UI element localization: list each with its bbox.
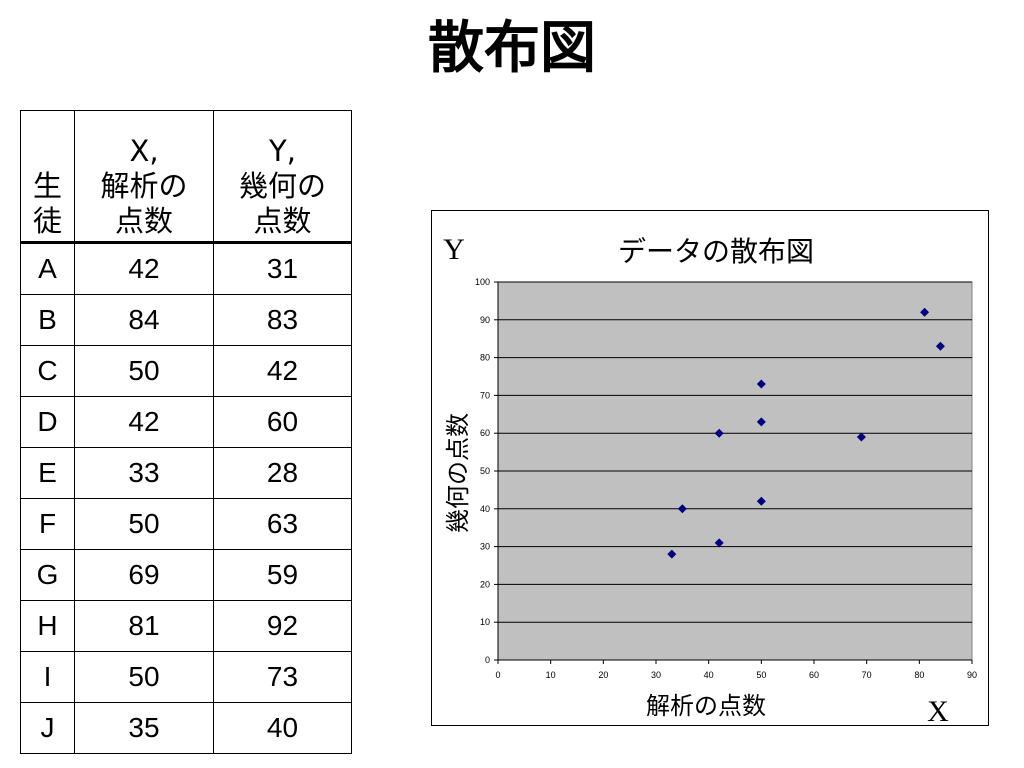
y-tick-label: 100 <box>475 277 490 287</box>
x-tick-label: 70 <box>862 670 872 680</box>
table-row: G 69 59 <box>20 549 352 601</box>
cell-student: E <box>20 447 75 499</box>
cell-student: A <box>20 242 75 295</box>
data-point <box>714 428 724 438</box>
scatter-chart: データの散布図 Y X 解析の点数 幾何の点数 0 10 20 30 40 50 60 70 8… <box>443 233 977 727</box>
header-y-line: Y, <box>269 134 296 168</box>
x-axis-letter: X <box>927 695 949 727</box>
x-tick-label: 0 <box>495 670 500 680</box>
header-x-line: 点数 <box>114 204 173 238</box>
cell-x-score: 84 <box>74 294 214 346</box>
data-point <box>667 549 677 559</box>
cell-y-score: 92 <box>213 600 352 652</box>
cell-x-score: 42 <box>74 396 214 448</box>
cell-y-score: 73 <box>213 651 352 703</box>
table-row: B 84 83 <box>20 294 352 346</box>
cell-y-score: 31 <box>213 242 352 295</box>
data-point <box>756 496 766 506</box>
x-tick-label: 60 <box>809 670 819 680</box>
table-row: A 42 31 <box>20 242 352 295</box>
cell-x-score: 50 <box>74 345 214 397</box>
cell-student: I <box>20 651 75 703</box>
x-tick-label: 80 <box>914 670 924 680</box>
table-row: D 42 60 <box>20 396 352 448</box>
y-tick-label: 70 <box>480 390 490 400</box>
x-tick-label: 30 <box>651 670 661 680</box>
cell-x-score: 50 <box>74 498 214 550</box>
cell-x-score: 42 <box>74 242 214 295</box>
table-row: F 50 63 <box>20 498 352 550</box>
cell-x-score: 81 <box>74 600 214 652</box>
y-tick-label: 50 <box>480 466 490 476</box>
data-point <box>677 504 687 514</box>
cell-y-score: 83 <box>213 294 352 346</box>
header-x-line: X, <box>129 134 159 168</box>
page-title: 散布図 <box>428 16 596 81</box>
cell-x-score: 33 <box>74 447 214 499</box>
y-tick-label: 10 <box>480 617 490 627</box>
x-tick-label: 10 <box>546 670 556 680</box>
x-axis-label: 解析の点数 <box>646 692 766 720</box>
x-tick-label: 20 <box>598 670 608 680</box>
y-tick-label: 20 <box>480 579 490 589</box>
table-header-row: 生 徒 X, 解析の 点数 Y, 幾何の 点数 <box>20 110 352 244</box>
cell-x-score: 69 <box>74 549 214 601</box>
table-row: I 50 73 <box>20 651 352 703</box>
chart-title: データの散布図 <box>618 235 814 268</box>
data-point <box>714 538 724 548</box>
y-tick-label: 40 <box>480 504 490 514</box>
data-point <box>756 379 766 389</box>
y-axis-label: 幾何の点数 <box>444 413 472 533</box>
header-y-score: Y, 幾何の 点数 <box>213 110 352 244</box>
table-row: C 50 42 <box>20 345 352 397</box>
cell-y-score: 42 <box>213 345 352 397</box>
scatter-chart-frame: データの散布図 Y X 解析の点数 幾何の点数 0 10 20 30 40 50 60 70 8… <box>431 210 989 727</box>
header-student: 生 徒 <box>20 110 75 244</box>
cell-x-score: 35 <box>74 702 214 754</box>
y-tick-label: 90 <box>480 315 490 325</box>
cell-y-score: 59 <box>213 549 352 601</box>
header-x-line: 解析の <box>100 169 188 203</box>
header-y-line: 点数 <box>253 204 312 238</box>
header-student-line: 生 <box>32 169 62 203</box>
cell-student: J <box>20 702 75 754</box>
cell-y-score: 28 <box>213 447 352 499</box>
x-tick-label: 40 <box>704 670 714 680</box>
cell-student: B <box>20 294 75 346</box>
y-tick-label: 30 <box>480 542 490 552</box>
data-point <box>856 432 866 442</box>
cell-x-score: 50 <box>74 651 214 703</box>
cell-y-score: 63 <box>213 498 352 550</box>
cell-student: D <box>20 396 75 448</box>
cell-student: G <box>20 549 75 601</box>
table-row: H 81 92 <box>20 600 352 652</box>
data-point <box>920 307 930 317</box>
header-student-line: 徒 <box>32 204 62 238</box>
cell-student: H <box>20 600 75 652</box>
table-row: E 33 28 <box>20 447 352 499</box>
cell-y-score: 60 <box>213 396 352 448</box>
header-y-line: 幾何の <box>238 169 326 203</box>
y-axis-letter: Y <box>443 233 465 266</box>
header-x-score: X, 解析の 点数 <box>74 110 214 244</box>
table-row: J 35 40 <box>20 702 352 754</box>
data-point <box>935 341 945 351</box>
y-tick-label: 60 <box>480 428 490 438</box>
y-tick-label: 0 <box>485 655 490 665</box>
cell-student: C <box>20 345 75 397</box>
cell-y-score: 40 <box>213 702 352 754</box>
data-point <box>756 417 766 427</box>
cell-student: F <box>20 498 75 550</box>
y-tick-label: 80 <box>480 353 490 363</box>
x-tick-label: 50 <box>756 670 766 680</box>
score-table: 生 徒 X, 解析の 点数 Y, 幾何の 点数 A <box>20 110 352 754</box>
x-tick-label: 90 <box>967 670 977 680</box>
